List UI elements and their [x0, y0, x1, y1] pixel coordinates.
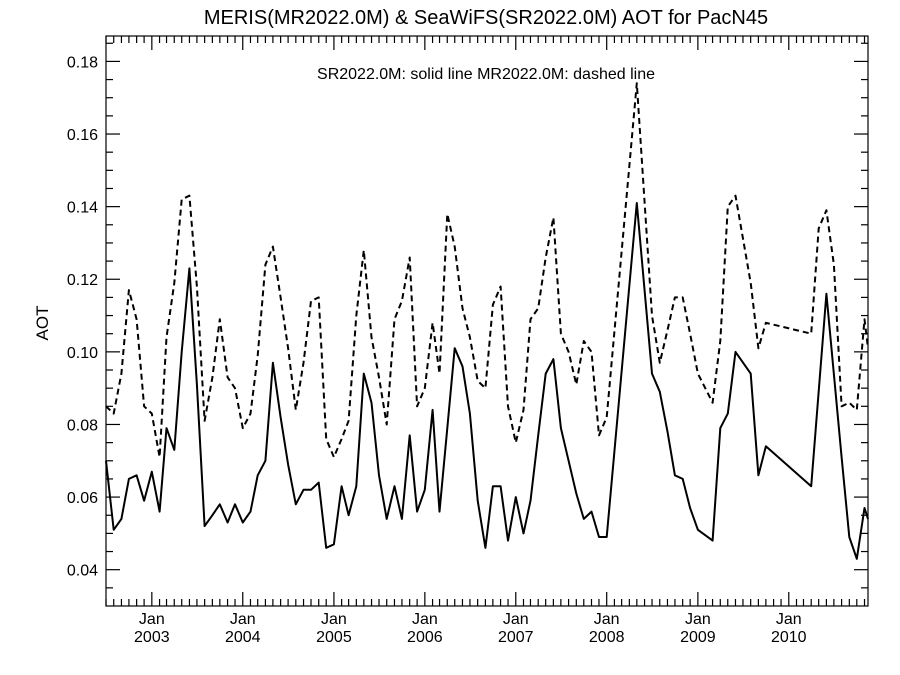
plot-frame: [105, 35, 869, 607]
y-tick-label: 0.12: [67, 272, 98, 289]
x-tick-year-label: 2008: [589, 629, 625, 646]
x-tick-year-label: 2007: [498, 629, 534, 646]
series-line-sr2022-0m: [105, 202, 869, 560]
x-tick-year-label: 2006: [407, 629, 443, 646]
legend-annotation: SR2022.0M: solid line MR2022.0M: dashed …: [317, 66, 655, 83]
x-tick-month-label: Jan: [503, 611, 529, 628]
x-tick-month-label: Jan: [685, 611, 711, 628]
chart-title: MERIS(MR2022.0M) & SeaWiFS(SR2022.0M) AO…: [204, 7, 768, 29]
x-tick-year-label: 2010: [771, 629, 807, 646]
x-tick-month-label: Jan: [139, 611, 165, 628]
y-tick-label: 0.16: [67, 127, 98, 144]
y-tick-label: 0.06: [67, 490, 98, 507]
x-tick-month-label: Jan: [412, 611, 438, 628]
series-line-mr2022-0m: [105, 82, 869, 459]
x-tick-year-label: 2004: [225, 629, 261, 646]
y-axis-label: AOT: [33, 306, 52, 341]
x-tick-month-label: Jan: [776, 611, 802, 628]
y-tick-label: 0.10: [67, 345, 98, 362]
y-tick-label: 0.18: [67, 54, 98, 71]
x-tick-month-label: Jan: [321, 611, 347, 628]
x-tick-year-label: 2009: [680, 629, 716, 646]
series-layer: [105, 82, 869, 560]
x-tick-year-label: 2005: [316, 629, 352, 646]
x-tick-year-label: 2003: [134, 629, 170, 646]
x-tick-month-label: Jan: [594, 611, 620, 628]
y-tick-label: 0.04: [67, 563, 98, 580]
y-tick-label: 0.14: [67, 200, 98, 217]
y-tick-label: 0.08: [67, 417, 98, 434]
axes: 0.040.060.080.100.120.140.160.18Jan2003J…: [67, 36, 868, 646]
x-tick-month-label: Jan: [230, 611, 256, 628]
